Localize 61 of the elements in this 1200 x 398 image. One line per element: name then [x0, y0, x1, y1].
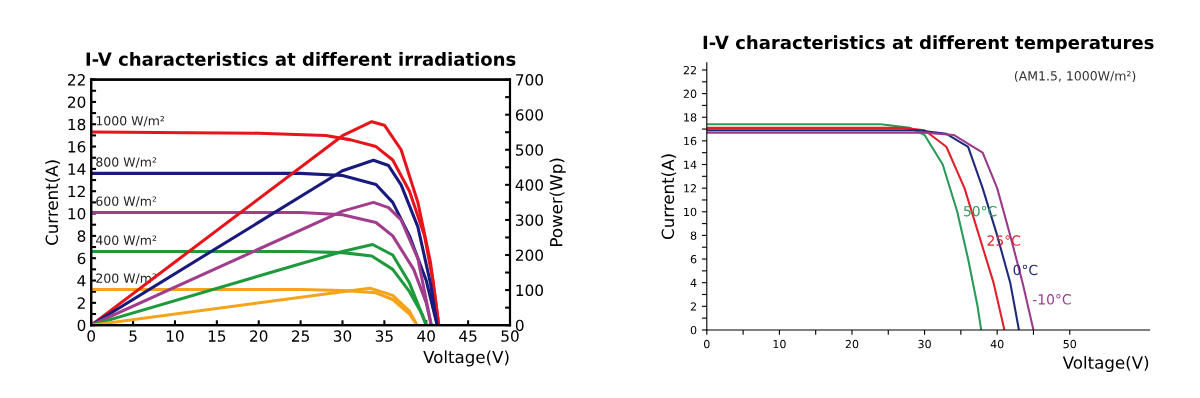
x-tick-label: 20	[845, 339, 859, 349]
y2-tick-label: 0	[515, 319, 524, 332]
y2-tick-label: 400	[515, 179, 544, 191]
y2-tick-label: 600	[515, 109, 544, 121]
y-tick-label: 6	[690, 255, 697, 264]
y2-tick-label: 700	[516, 74, 544, 86]
x-tick-label: 0	[704, 339, 710, 349]
y-tick-label: 0	[77, 319, 86, 332]
x-tick-label: 5	[129, 330, 137, 342]
y-axis-title: Current(A)	[661, 154, 677, 239]
x-tick-label: 20	[250, 330, 268, 342]
y-tick-label: 14	[68, 163, 86, 175]
y2-tick-label: 300	[516, 214, 544, 226]
y-axis-title: Current(A)	[45, 160, 61, 245]
y-tick-label: 8	[77, 230, 86, 242]
series-label: 400 W/m²	[95, 235, 157, 246]
x-tick-label: 50	[1063, 339, 1077, 349]
y-tick-label: 18	[68, 118, 86, 131]
y-tick-label: 16	[684, 136, 697, 146]
y2-tick-label: 200	[515, 249, 544, 262]
x-tick-label: 30	[333, 330, 352, 342]
x-tick-label: 25	[292, 330, 309, 342]
y-tick-label: 20	[683, 89, 697, 98]
x-tick-label: 45	[459, 330, 477, 342]
chart-title: I-V characteristics at different irradiations	[86, 51, 516, 66]
y-tick-label: 10	[68, 208, 86, 220]
y-tick-label: 2	[77, 297, 85, 309]
series-label: -10°C	[1032, 294, 1071, 305]
y-tick-label: 2	[690, 302, 696, 311]
y2-axis-title: Power(Wp)	[549, 158, 566, 246]
y-tick-label: 12	[684, 184, 696, 193]
chart-title: I-V characteristics at different temperatures	[703, 35, 1154, 53]
x-axis-title: Voltage(V)	[1062, 355, 1149, 373]
x-tick-label: 10	[166, 330, 184, 342]
y-tick-label: 22	[68, 74, 85, 86]
x-axis-title: Voltage(V)	[423, 350, 509, 367]
y-tick-label: 4	[690, 278, 697, 287]
y2-tick-label: 100	[516, 284, 544, 297]
annotation: (AM1.5, 1000W/m²)	[1014, 70, 1136, 83]
y-tick-label: 8	[690, 231, 697, 240]
x-tick-label: 40	[990, 339, 1004, 349]
series-label: 800 W/m²	[96, 157, 157, 168]
series-label: 600 W/m²	[96, 196, 157, 207]
y-tick-label: 20	[68, 96, 86, 108]
y-tick-label: 4	[77, 275, 86, 287]
x-tick-label: 30	[918, 339, 931, 349]
x-tick-label: 10	[773, 339, 786, 349]
x-tick-label: 50	[501, 330, 519, 342]
y-tick-label: 18	[684, 113, 697, 122]
x-tick-label: 40	[417, 330, 435, 342]
y-tick-label: 10	[684, 207, 697, 217]
y-tick-label: 6	[77, 252, 86, 265]
y-tick-label: 16	[68, 141, 86, 153]
x-tick-label: 15	[208, 330, 226, 342]
y-tick-label: 12	[68, 185, 85, 198]
x-tick-label: 0	[87, 330, 96, 342]
series-label: 1000 W/m²	[96, 116, 165, 127]
y2-tick-label: 500	[516, 144, 544, 156]
x-tick-label: 35	[375, 330, 393, 342]
y-tick-label: 14	[684, 160, 697, 169]
y-tick-label: 22	[683, 65, 696, 75]
